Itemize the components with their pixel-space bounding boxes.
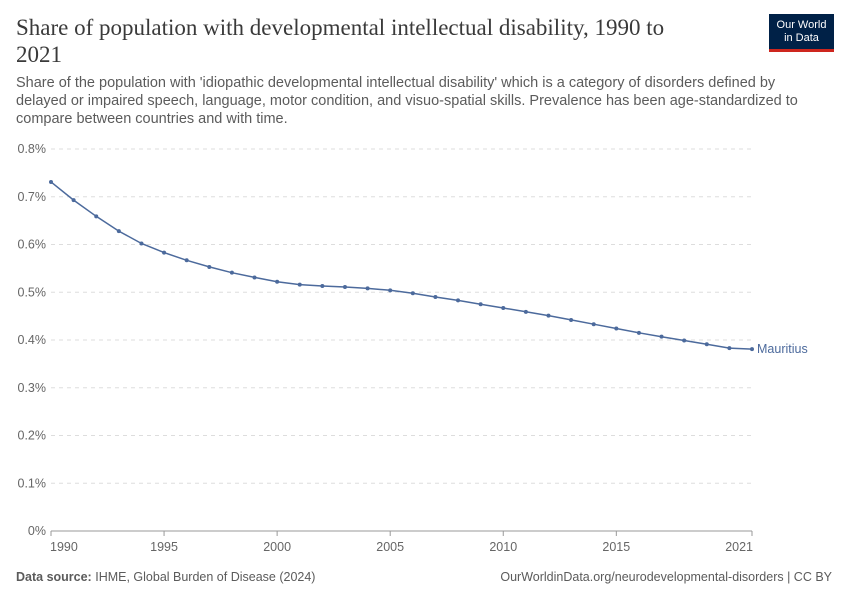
chart-title: Share of population with developmental i…: [16, 14, 716, 68]
x-tick-label: 1995: [150, 540, 178, 554]
data-point: [275, 279, 280, 284]
data-point: [659, 334, 664, 339]
data-point: [546, 313, 551, 318]
data-point: [636, 330, 641, 335]
data-point: [229, 270, 234, 275]
y-tick-label: 0.2%: [18, 429, 47, 443]
y-tick-label: 0%: [28, 524, 46, 538]
data-point: [523, 309, 528, 314]
data-point: [365, 286, 370, 291]
data-point: [569, 317, 574, 322]
chart-title-line1: Share of population with developmental i…: [16, 15, 665, 40]
y-tick-label: 0.3%: [18, 381, 47, 395]
series-label: Mauritius: [757, 342, 808, 356]
data-point: [116, 229, 121, 234]
x-tick-label: 2021: [725, 540, 753, 554]
x-tick-label: 1990: [50, 540, 78, 554]
data-source: Data source: IHME, Global Burden of Dise…: [16, 570, 315, 584]
source-url[interactable]: OurWorldinData.org/neurodevelopmental-di…: [500, 570, 832, 584]
owid-logo[interactable]: Our World in Data: [769, 14, 834, 52]
data-point: [388, 288, 393, 293]
y-tick-label: 0.4%: [18, 333, 47, 347]
data-point: [252, 275, 257, 280]
series-line: [50, 181, 753, 350]
data-point: [162, 250, 167, 255]
y-tick-label: 0.6%: [18, 238, 47, 252]
data-point: [410, 291, 415, 296]
x-tick-label: 2005: [376, 540, 404, 554]
data-point: [71, 198, 76, 203]
logo-line1: Our World: [776, 19, 827, 31]
y-tick-label: 0.1%: [18, 476, 47, 490]
x-tick-label: 2000: [263, 540, 291, 554]
chart-subtitle: Share of the population with 'idiopathic…: [16, 75, 798, 127]
data-point: [342, 284, 347, 289]
chart-title-line2: 2021: [16, 42, 62, 67]
data-point: [501, 306, 506, 311]
data-source-text[interactable]: IHME, Global Burden of Disease (2024): [95, 570, 316, 584]
data-point: [750, 347, 754, 352]
data-point: [704, 342, 709, 347]
data-point: [320, 284, 325, 289]
data-point: [297, 282, 302, 287]
logo-line2: in Data: [784, 32, 819, 44]
y-tick-label: 0.7%: [18, 190, 47, 204]
data-point: [207, 264, 212, 269]
data-point: [478, 302, 483, 307]
data-point: [456, 298, 461, 303]
data-point: [139, 241, 144, 246]
data-source-label: Data source:: [16, 570, 92, 584]
data-point: [184, 258, 189, 263]
y-tick-label: 0.5%: [18, 285, 47, 299]
x-tick-label: 2010: [489, 540, 517, 554]
data-point: [727, 346, 732, 351]
y-tick-label: 0.8%: [18, 142, 47, 156]
data-point: [614, 326, 619, 331]
data-point: [49, 179, 53, 184]
data-point: [682, 338, 687, 343]
x-tick-label: 2015: [602, 540, 630, 554]
data-point: [433, 295, 438, 300]
data-point: [591, 322, 596, 327]
data-point: [94, 214, 99, 219]
